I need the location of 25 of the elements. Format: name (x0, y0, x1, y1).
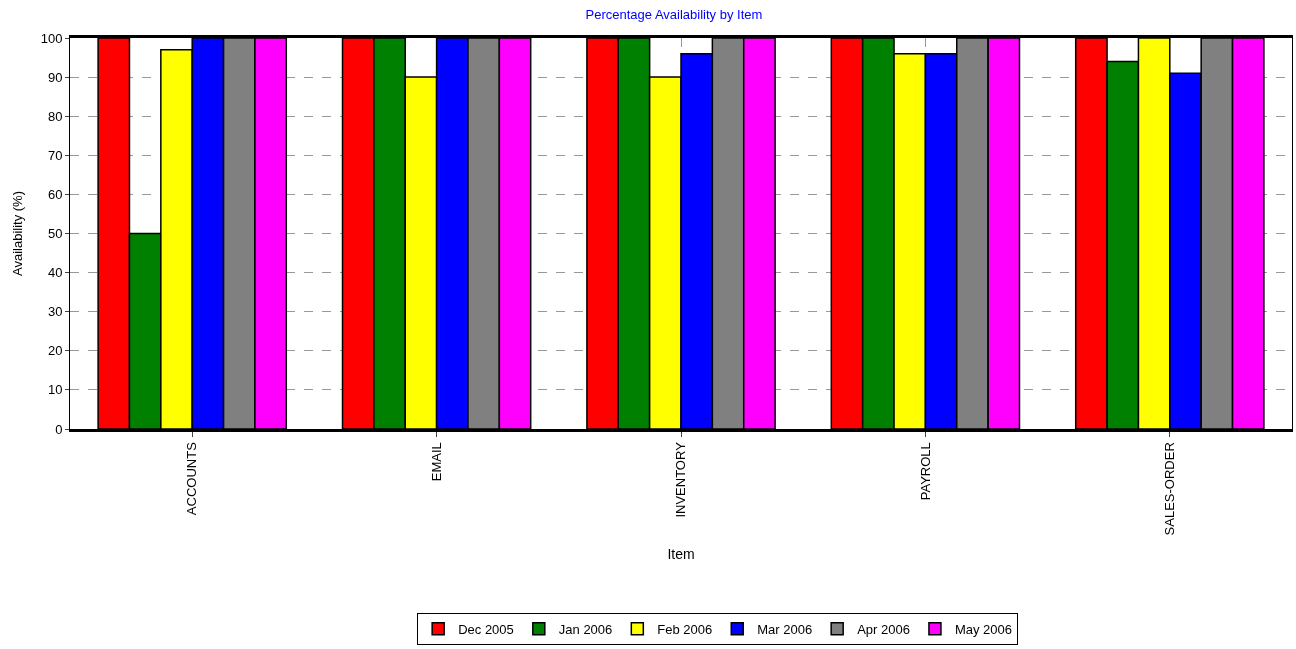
legend-label: Dec 2005 (458, 621, 514, 637)
legend-label: Mar 2006 (757, 621, 813, 637)
y-tick-label: 60 (47, 186, 63, 202)
y-tick-label: 40 (47, 265, 63, 281)
x-tick-label: SALES-ORDER (1162, 442, 1178, 536)
chart-title: Percentage Availability by Item (585, 6, 763, 22)
legend-label: May 2006 (954, 621, 1013, 637)
y-axis-title: Availability (%) (9, 190, 25, 277)
x-tick-label: INVENTORY (673, 441, 689, 518)
y-tick-label: 10 (47, 382, 63, 398)
y-tick-label: 70 (47, 147, 63, 163)
legend-label: Feb 2006 (657, 621, 713, 637)
y-tick-label: 30 (47, 304, 63, 320)
legend-label: Apr 2006 (857, 621, 910, 637)
y-tick-label: 50 (47, 226, 63, 242)
x-axis-title: Item (667, 545, 695, 562)
y-tick-label: 80 (47, 108, 63, 124)
y-tick-label: 90 (47, 69, 63, 85)
legend-label: Jan 2006 (558, 621, 613, 637)
x-tick-label: EMAIL (428, 442, 444, 482)
y-tick-label: 0 (55, 421, 63, 437)
y-tick-label: 100 (40, 30, 63, 46)
y-tick-label: 20 (47, 343, 63, 359)
x-tick-label: ACCOUNTS (184, 441, 200, 516)
x-tick-label: PAYROLL (917, 442, 933, 501)
